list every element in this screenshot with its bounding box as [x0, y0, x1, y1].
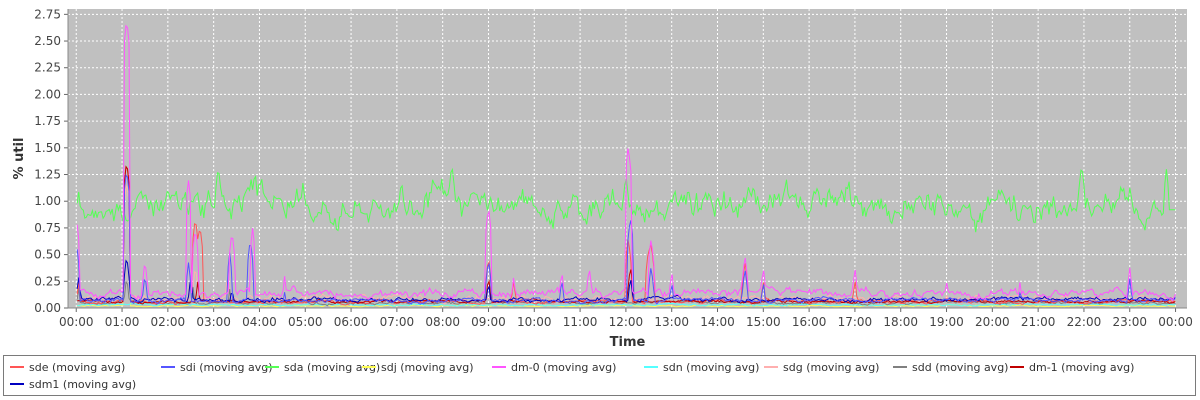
x-tick-label: 00:00	[1158, 315, 1193, 329]
legend-label: sdn (moving avg)	[663, 360, 760, 374]
x-tick-label: 21:00	[1021, 315, 1056, 329]
legend-item: sdj (moving avg)	[362, 359, 474, 375]
legend-label: sdg (moving avg)	[783, 360, 880, 374]
y-axis-title: % util	[12, 138, 27, 180]
x-tick-label: 19:00	[929, 315, 964, 329]
legend-label: sdm1 (moving avg)	[29, 377, 137, 391]
x-tick-label: 07:00	[380, 315, 415, 329]
legend-item: sdi (moving avg)	[161, 359, 273, 375]
legend-item: dm-0 (moving avg)	[492, 359, 616, 375]
legend-label: dm-0 (moving avg)	[511, 360, 617, 374]
series-layer	[76, 24, 1176, 308]
x-tick-label: 13:00	[654, 315, 689, 329]
y-tick-label: 2.75	[34, 7, 61, 21]
x-axis-title: Time	[610, 335, 646, 350]
y-tick-label: 1.25	[34, 168, 61, 182]
series-line	[77, 302, 1176, 307]
x-tick-label: 02:00	[151, 315, 186, 329]
legend-item: sde (moving avg)	[10, 359, 125, 375]
y-tick-label: 2.00	[34, 87, 61, 101]
axes: 0.00 0.25 0.50 0.75 1.00 1.25 1.50 1.75 2.00 2.25…	[34, 7, 1193, 329]
series-line	[77, 165, 1176, 305]
x-tick-label: 01:00	[105, 315, 140, 329]
legend-label: dm-1 (moving avg)	[1029, 360, 1135, 374]
y-tick-label: 0.75	[34, 221, 61, 235]
legend-swatch	[644, 366, 658, 368]
legend-swatch	[362, 366, 376, 368]
x-tick-label: 06:00	[334, 315, 369, 329]
legend-label: sde (moving avg)	[29, 360, 126, 374]
legend-swatch	[1010, 366, 1024, 368]
x-tick-label: 11:00	[563, 315, 598, 329]
x-tick-label: 18:00	[883, 315, 918, 329]
series-line	[76, 173, 1176, 305]
legend-item: dm-1 (moving avg)	[1010, 359, 1134, 375]
legend-swatch	[161, 366, 175, 368]
legend-label: sdj (moving avg)	[381, 360, 474, 374]
y-tick-label: 0.25	[34, 274, 61, 288]
x-tick-label: 03:00	[196, 315, 231, 329]
legend-label: sda (moving avg)	[284, 360, 381, 374]
x-tick-label: 17:00	[838, 315, 873, 329]
x-tick-label: 15:00	[746, 315, 781, 329]
legend-item: sdd (moving avg)	[893, 359, 1008, 375]
grid-lines	[68, 9, 1187, 308]
x-tick-label: 14:00	[700, 315, 735, 329]
x-tick-label: 09:00	[471, 315, 506, 329]
x-tick-label: 08:00	[425, 315, 460, 329]
y-tick-label: 1.75	[34, 114, 61, 128]
legend-item: sdm1 (moving avg)	[10, 376, 136, 392]
legend-item: sdg (moving avg)	[764, 359, 879, 375]
series-line	[76, 24, 1176, 302]
legend-item: sdn (moving avg)	[644, 359, 759, 375]
x-tick-label: 23:00	[1112, 315, 1147, 329]
y-tick-label: 0.50	[34, 248, 61, 262]
y-tick-label: 2.25	[34, 61, 61, 75]
x-tick-label: 05:00	[288, 315, 323, 329]
x-tick-label: 22:00	[1067, 315, 1102, 329]
legend-swatch	[893, 366, 907, 368]
y-tick-label: 0.00	[34, 301, 61, 315]
legend-label: sdi (moving avg)	[180, 360, 273, 374]
x-tick-label: 20:00	[975, 315, 1010, 329]
y-tick-label: 2.50	[34, 34, 61, 48]
legend-swatch	[492, 366, 506, 368]
x-tick-label: 00:00	[59, 315, 94, 329]
legend-item: sda (moving avg)	[265, 359, 380, 375]
y-tick-label: 1.00	[34, 194, 61, 208]
legend-swatch	[265, 366, 279, 368]
y-tick-label: 1.50	[34, 141, 61, 155]
x-tick-label: 10:00	[517, 315, 552, 329]
legend-swatch	[10, 383, 24, 385]
x-tick-label: 04:00	[242, 315, 277, 329]
chart: 0.00 0.25 0.50 0.75 1.00 1.25 1.50 1.75 2.00 2.25…	[12, 7, 1193, 350]
x-tick-label: 12:00	[609, 315, 644, 329]
x-tick-label: 16:00	[792, 315, 827, 329]
legend: sde (moving avg) sdi (moving avg) sda (mov…	[3, 355, 1196, 396]
legend-swatch	[764, 366, 778, 368]
legend-swatch	[10, 366, 24, 368]
legend-label: sdd (moving avg)	[912, 360, 1009, 374]
